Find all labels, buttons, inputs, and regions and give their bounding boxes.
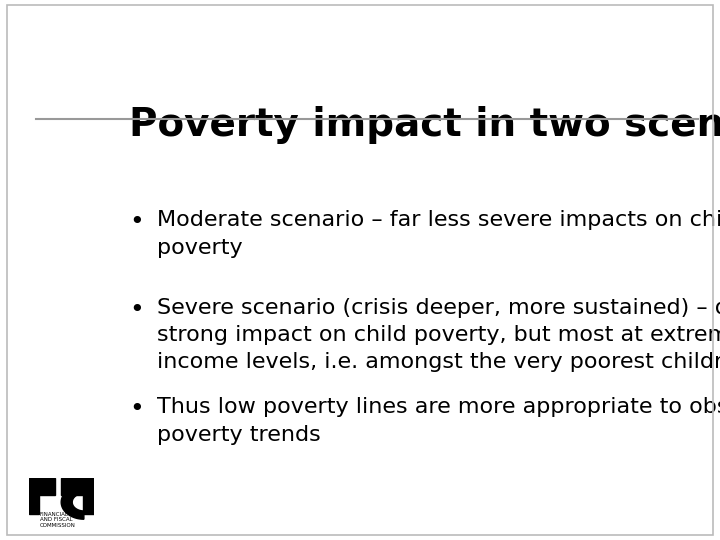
- Bar: [29, 495, 39, 514]
- Text: •: •: [129, 397, 144, 421]
- Text: Thus low poverty lines are more appropriate to observe
poverty trends: Thus low poverty lines are more appropri…: [157, 397, 720, 444]
- Text: Severe scenario (crisis deeper, more sustained) – quite
strong impact on child p: Severe scenario (crisis deeper, more sus…: [157, 298, 720, 372]
- Text: FINANCIAL
AND FISCAL
COMMISSION: FINANCIAL AND FISCAL COMMISSION: [40, 511, 76, 528]
- Text: Poverty impact in two scenarios: Poverty impact in two scenarios: [129, 106, 720, 144]
- Bar: [84, 495, 94, 514]
- Text: •: •: [129, 210, 144, 234]
- Bar: [29, 478, 55, 495]
- Bar: [61, 478, 94, 495]
- Polygon shape: [61, 485, 84, 519]
- Text: Moderate scenario – far less severe impacts on child
poverty: Moderate scenario – far less severe impa…: [157, 210, 720, 258]
- Text: •: •: [129, 298, 144, 322]
